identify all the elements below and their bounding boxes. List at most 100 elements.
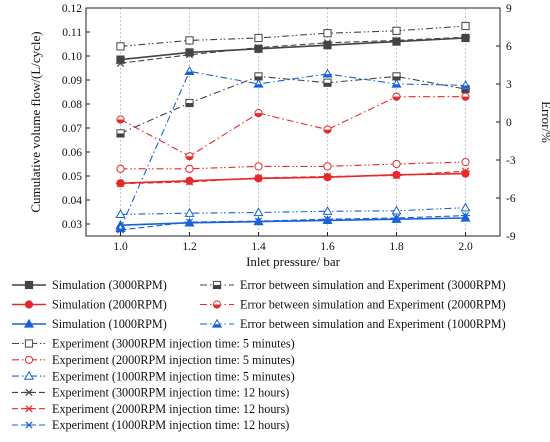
point-0-3 bbox=[323, 41, 332, 50]
series-8 bbox=[115, 202, 471, 219]
point-3-3 bbox=[323, 78, 332, 87]
legend-marker-5 bbox=[211, 318, 223, 328]
series-2 bbox=[115, 212, 471, 229]
legend-label-2: Simulation (1000RPM) bbox=[52, 317, 167, 331]
y2-tick-label-1: -6 bbox=[506, 193, 516, 205]
point-5-1 bbox=[184, 66, 195, 75]
point-11-2 bbox=[253, 217, 264, 225]
series-line-8 bbox=[120, 207, 466, 215]
point-10-4 bbox=[391, 171, 402, 180]
point-10-2 bbox=[253, 174, 264, 182]
series-3 bbox=[116, 72, 470, 138]
point-0-4 bbox=[392, 37, 401, 46]
x-axis-label: Inlet pressure/ bar bbox=[246, 254, 341, 269]
y-tick-label-1: 0.04 bbox=[62, 195, 82, 207]
point-9-3 bbox=[322, 39, 333, 47]
legend-label-10: Experiment (2000RPM injection time: 12 h… bbox=[52, 402, 289, 416]
point-8-3 bbox=[322, 206, 333, 215]
y2-tick-label-6: 9 bbox=[506, 3, 512, 15]
point-10-3 bbox=[322, 172, 333, 181]
y-tick-label-6: 0.09 bbox=[62, 75, 82, 87]
series-0 bbox=[116, 33, 470, 64]
point-5-2 bbox=[253, 78, 264, 88]
series-5 bbox=[115, 66, 471, 233]
series-line-6 bbox=[120, 25, 466, 47]
y-tick-label-5: 0.08 bbox=[62, 99, 82, 111]
legend-item-1: Simulation (2000RPM) bbox=[12, 298, 167, 312]
point-6-0 bbox=[116, 42, 125, 51]
point-7-5 bbox=[461, 157, 470, 167]
y-axis-label: Cumulative volume flow/(L/cycle) bbox=[28, 31, 43, 212]
point-11-3 bbox=[322, 215, 333, 223]
y2-tick-label-2: -3 bbox=[506, 155, 516, 167]
y2-tick-label-5: 6 bbox=[506, 41, 512, 53]
point-4-4 bbox=[392, 92, 401, 101]
legend-item-6: Experiment (3000RPM injection time: 5 mi… bbox=[12, 337, 295, 351]
y-tick-label-3: 0.06 bbox=[62, 147, 82, 159]
series-line-1 bbox=[120, 172, 466, 184]
legend-marker-1 bbox=[24, 300, 34, 309]
point-8-5 bbox=[460, 202, 471, 212]
point-6-5 bbox=[461, 21, 470, 31]
point-0-0 bbox=[116, 55, 125, 64]
series-line-3 bbox=[120, 75, 466, 134]
x-tick-label-5: 2.0 bbox=[458, 241, 473, 253]
point-4-1 bbox=[185, 152, 194, 161]
series-line-5 bbox=[119, 70, 466, 229]
point-3-0 bbox=[116, 129, 125, 138]
plot-frame bbox=[85, 7, 501, 237]
point-0-2 bbox=[254, 44, 263, 53]
legend-label-11: Experiment (1000RPM injection time: 12 h… bbox=[52, 418, 289, 432]
series-line-2 bbox=[120, 217, 466, 226]
point-6-4 bbox=[392, 26, 401, 35]
y-tick-label-7: 0.10 bbox=[62, 51, 82, 63]
series-line-10 bbox=[120, 170, 466, 185]
y2-tick-label-4: 3 bbox=[506, 79, 512, 91]
legend-item-2: Simulation (1000RPM) bbox=[12, 317, 167, 331]
legend-item-10: Experiment (2000RPM injection time: 12 h… bbox=[12, 402, 289, 416]
series-line-11 bbox=[120, 215, 466, 231]
point-9-5 bbox=[460, 33, 471, 41]
series-11 bbox=[115, 211, 471, 234]
series-line-7 bbox=[120, 161, 466, 170]
legend-item-4: Error between simulation and Experiment … bbox=[200, 298, 506, 312]
legend-label-3: Error between simulation and Experiment … bbox=[240, 278, 506, 292]
point-9-1 bbox=[184, 51, 195, 59]
legend-marker-2 bbox=[23, 318, 35, 328]
legend-marker-8 bbox=[23, 370, 35, 380]
point-7-2 bbox=[254, 162, 263, 171]
series-10 bbox=[115, 167, 471, 188]
point-8-0 bbox=[115, 209, 126, 219]
point-11-1 bbox=[184, 218, 195, 226]
legend-label-4: Error between simulation and Experiment … bbox=[240, 298, 506, 312]
legend-item-5: Error between simulation and Experiment … bbox=[200, 317, 506, 331]
series-6 bbox=[116, 21, 470, 51]
y-tick-label-4: 0.07 bbox=[62, 123, 82, 135]
x-tick-label-1: 1.2 bbox=[182, 241, 197, 253]
series-4 bbox=[116, 92, 470, 161]
point-7-0 bbox=[116, 164, 125, 173]
series-1 bbox=[116, 169, 470, 188]
point-9-4 bbox=[391, 36, 402, 45]
y2-tick-label-3: 0 bbox=[506, 117, 512, 129]
series-9 bbox=[115, 33, 471, 67]
series-7 bbox=[116, 157, 470, 173]
y-axis-left: 0.03 0.04 0.05 0.06 0.07 0.08 0.09 0.10 0.11 0.12 bbox=[62, 3, 90, 231]
point-10-5 bbox=[460, 167, 471, 175]
point-8-4 bbox=[391, 205, 402, 215]
legend-label-8: Experiment (1000RPM injection time: 5 mi… bbox=[52, 369, 295, 383]
point-9-2 bbox=[253, 43, 264, 52]
legend-item-9: Experiment (3000RPM injection time: 12 h… bbox=[12, 386, 289, 400]
y-tick-label-0: 0.03 bbox=[62, 219, 82, 231]
point-5-3 bbox=[322, 68, 333, 78]
vertical-gridlines bbox=[120, 8, 466, 236]
x-tick-label-0: 1.0 bbox=[113, 241, 128, 253]
point-3-1 bbox=[185, 98, 194, 108]
point-11-4 bbox=[391, 214, 402, 222]
legend-marker-4 bbox=[212, 300, 222, 309]
point-7-4 bbox=[392, 159, 401, 169]
legend-marker-3 bbox=[212, 280, 222, 290]
point-5-4 bbox=[391, 78, 402, 88]
point-11-5 bbox=[460, 211, 471, 220]
